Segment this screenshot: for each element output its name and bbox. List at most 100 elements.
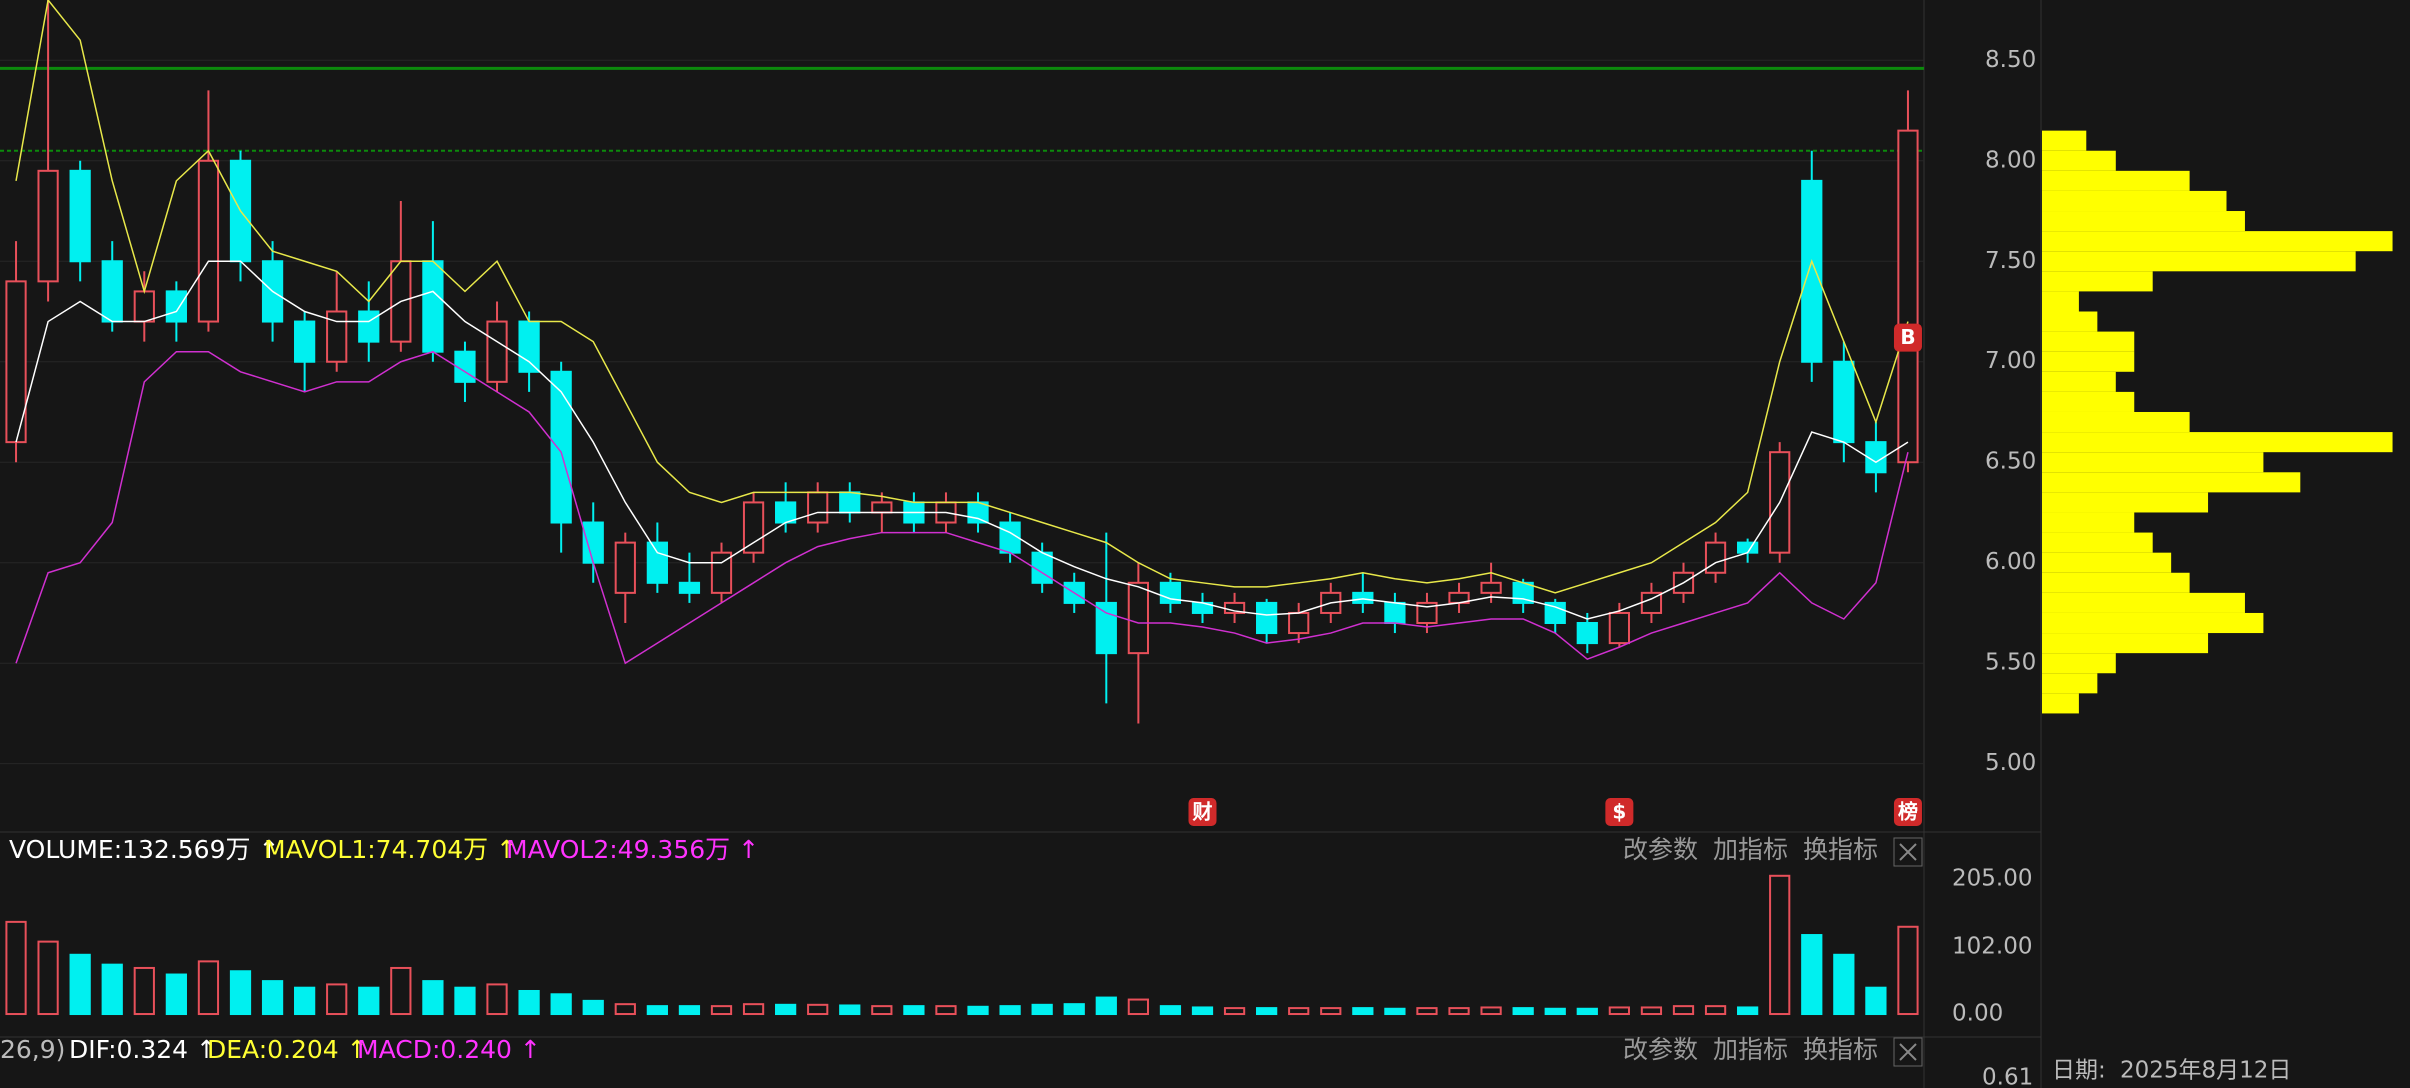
candle-body — [294, 320, 316, 363]
y-tick-label: 8.00 — [1985, 147, 2036, 173]
volume-bar — [422, 980, 444, 1016]
volume-bar — [678, 1005, 701, 1016]
profile-bar — [2042, 391, 2135, 412]
y-tick-label: 0.00 — [1952, 1001, 2003, 1027]
y-tick-label: 7.00 — [1985, 348, 2036, 374]
profile-bar — [2042, 231, 2393, 252]
volume-bar — [1480, 1006, 1502, 1016]
profile-bar — [2042, 532, 2153, 553]
candle-body — [133, 290, 155, 323]
volume-bar — [390, 966, 412, 1016]
volume-bar — [646, 1005, 668, 1016]
candle-body — [678, 581, 701, 594]
panel-button[interactable]: 改参数 — [1623, 1035, 1698, 1064]
y-tick-label: 7.50 — [1985, 248, 2036, 274]
candle-body — [807, 491, 829, 524]
volume-bar — [1223, 1007, 1246, 1016]
marker-badge — [1188, 798, 1217, 826]
marker-label: B — [1900, 325, 1915, 349]
panel-button[interactable]: 加指标 — [1713, 1035, 1788, 1064]
volume-bar — [1672, 1005, 1695, 1016]
profile-bar — [2042, 271, 2153, 292]
volume-bar — [1608, 1006, 1630, 1016]
volume-bar — [133, 966, 155, 1016]
close-button[interactable] — [1893, 1037, 1923, 1067]
volume-bar — [614, 1003, 636, 1016]
volume-bar — [1448, 1007, 1470, 1016]
candle-body — [358, 310, 380, 343]
volume-bar — [229, 970, 252, 1016]
candle-body — [1897, 129, 1919, 464]
candle-body — [37, 169, 59, 283]
candle-body — [1127, 581, 1149, 655]
volume-bar — [1640, 1006, 1663, 1016]
volume-bar — [1704, 1005, 1727, 1016]
volume-bar — [1256, 1007, 1278, 1016]
volume-bar — [261, 980, 284, 1016]
volume-bar — [358, 986, 380, 1016]
macd-legend: 26,9) — [0, 1035, 65, 1064]
marker-badge — [1893, 798, 1922, 826]
volume-bar — [935, 1005, 957, 1016]
candle-body — [1480, 581, 1502, 594]
profile-bar — [2042, 653, 2116, 674]
profile-bar — [2042, 251, 2356, 272]
candle-body — [1095, 601, 1117, 655]
volume-bar — [1127, 998, 1149, 1016]
volume-bar — [1288, 1007, 1310, 1016]
y-tick-label: 5.00 — [1985, 750, 2036, 776]
marker-label: $ — [1612, 800, 1626, 824]
ma-line — [15, 350, 1909, 665]
profile-bar — [2042, 351, 2135, 372]
volume-bar — [1769, 874, 1791, 1016]
profile-bar — [2042, 592, 2245, 613]
profile-bar — [2042, 633, 2209, 654]
panel-button[interactable]: 加指标 — [1713, 835, 1788, 864]
candle-body — [1288, 611, 1310, 635]
volume-bar — [582, 999, 604, 1016]
volume-bar — [1801, 934, 1823, 1016]
profile-bar — [2042, 612, 2264, 634]
candle-body — [486, 320, 508, 383]
profile-bar — [2042, 673, 2098, 694]
volume-bar — [1544, 1007, 1566, 1016]
candle-body — [1704, 541, 1727, 574]
panel-button[interactable]: 换指标 — [1803, 1035, 1878, 1064]
volume-bar — [999, 1005, 1021, 1016]
panel-button[interactable]: 改参数 — [1623, 835, 1698, 864]
candle-body — [1352, 591, 1374, 604]
marker-label: 财 — [1193, 800, 1213, 824]
y-tick-label: 0.61 — [1982, 1065, 2033, 1088]
profile-bar — [2042, 150, 2116, 171]
candle-body — [742, 501, 765, 554]
profile-bar — [2042, 452, 2264, 473]
ma-line — [15, 260, 1909, 620]
candle-body — [1737, 541, 1759, 554]
profile-bar — [2042, 693, 2079, 714]
volume-bar — [1384, 1007, 1406, 1016]
volume-bar — [967, 1005, 989, 1016]
candle-body — [326, 310, 348, 363]
volume-bar — [165, 973, 187, 1016]
volume-bar — [1576, 1007, 1598, 1016]
volume-bar — [710, 1005, 733, 1016]
close-button[interactable] — [1893, 837, 1923, 867]
macd-legend: DEA:0.204 ↑ — [207, 1035, 368, 1064]
volume-bar — [197, 960, 220, 1016]
volume-bar — [1512, 1007, 1534, 1016]
marker-badge — [1605, 798, 1634, 826]
profile-bar — [2042, 311, 2098, 332]
ma-line — [15, 0, 1909, 594]
candle-body — [582, 521, 604, 564]
macd-legend: DIF:0.324 ↑ — [69, 1035, 217, 1064]
marker-label: 榜 — [1898, 800, 1918, 824]
candle-body — [1384, 601, 1406, 625]
volume-legend: MAVOL2:49.356万 ↑ — [506, 835, 759, 864]
candle-body — [422, 260, 444, 353]
panel-button[interactable]: 换指标 — [1803, 835, 1878, 864]
footer-date: 2025年8月12日 — [2120, 1058, 2291, 1084]
volume-bar — [37, 940, 59, 1016]
profile-bar — [2042, 472, 2301, 493]
volume-bar — [839, 1004, 861, 1016]
